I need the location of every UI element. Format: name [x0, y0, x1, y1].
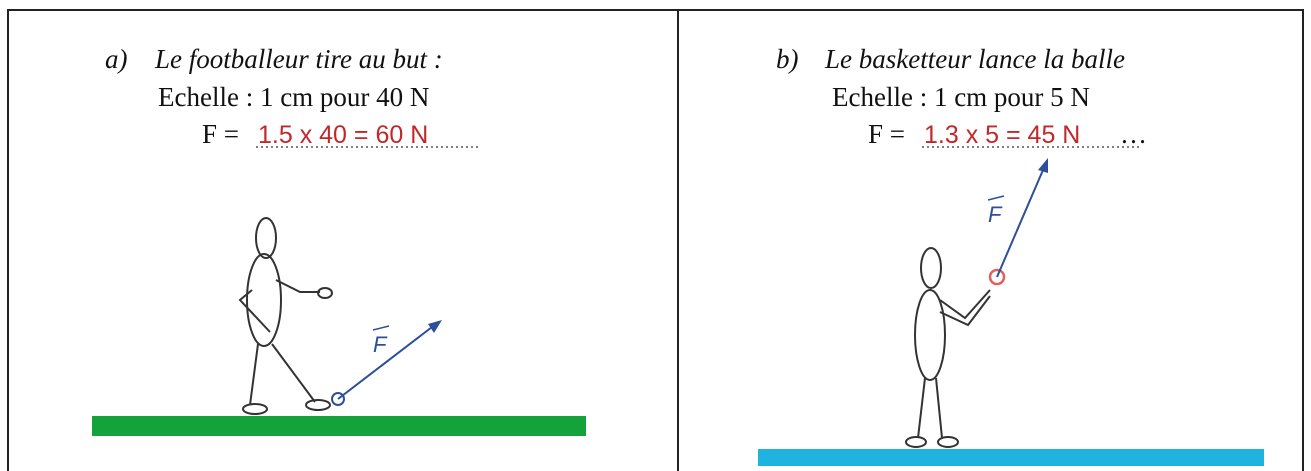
- formula-prefix: F =: [202, 119, 239, 149]
- head: [256, 218, 276, 258]
- scale: Echelle : 1 cm pour 40 N: [158, 82, 429, 112]
- letter: b): [776, 44, 799, 74]
- force-vector: [997, 170, 1043, 277]
- legs: [250, 344, 315, 405]
- legs: [918, 378, 942, 438]
- letter: a): [105, 44, 128, 74]
- worksheet: a) Le footballeur tire au but : Echelle …: [0, 0, 1311, 471]
- answer: 1.3 x 5 = 45 N: [924, 121, 1080, 149]
- hand: [318, 288, 332, 298]
- trailing-dots: …: [1120, 119, 1147, 149]
- vector-arrow: [373, 326, 389, 330]
- answer: 1.5 x 40 = 60 N: [258, 121, 428, 149]
- panel-b: b) Le basketteur lance la balle Echelle …: [758, 44, 1264, 466]
- vector-label: F: [373, 332, 388, 357]
- title: Le footballeur tire au but :: [154, 44, 443, 74]
- foot: [938, 437, 958, 447]
- formula-prefix: F =: [868, 119, 905, 149]
- foot: [306, 400, 330, 410]
- scale: Echelle : 1 cm pour 5 N: [832, 82, 1090, 112]
- title: Le basketteur lance la balle: [824, 44, 1125, 74]
- foot: [243, 404, 267, 414]
- panel-a: a) Le footballeur tire au but : Echelle …: [92, 44, 586, 436]
- body: [247, 254, 281, 346]
- arrow-head: [1038, 158, 1048, 173]
- arms: [940, 290, 990, 325]
- frame: [8, 10, 1303, 471]
- vector-label: F: [988, 202, 1003, 227]
- foot: [906, 437, 926, 447]
- head: [921, 248, 941, 288]
- vector-arrow: [988, 196, 1004, 200]
- ground: [758, 449, 1264, 466]
- ground: [92, 416, 586, 436]
- arrow-head: [428, 320, 442, 333]
- body: [915, 290, 945, 380]
